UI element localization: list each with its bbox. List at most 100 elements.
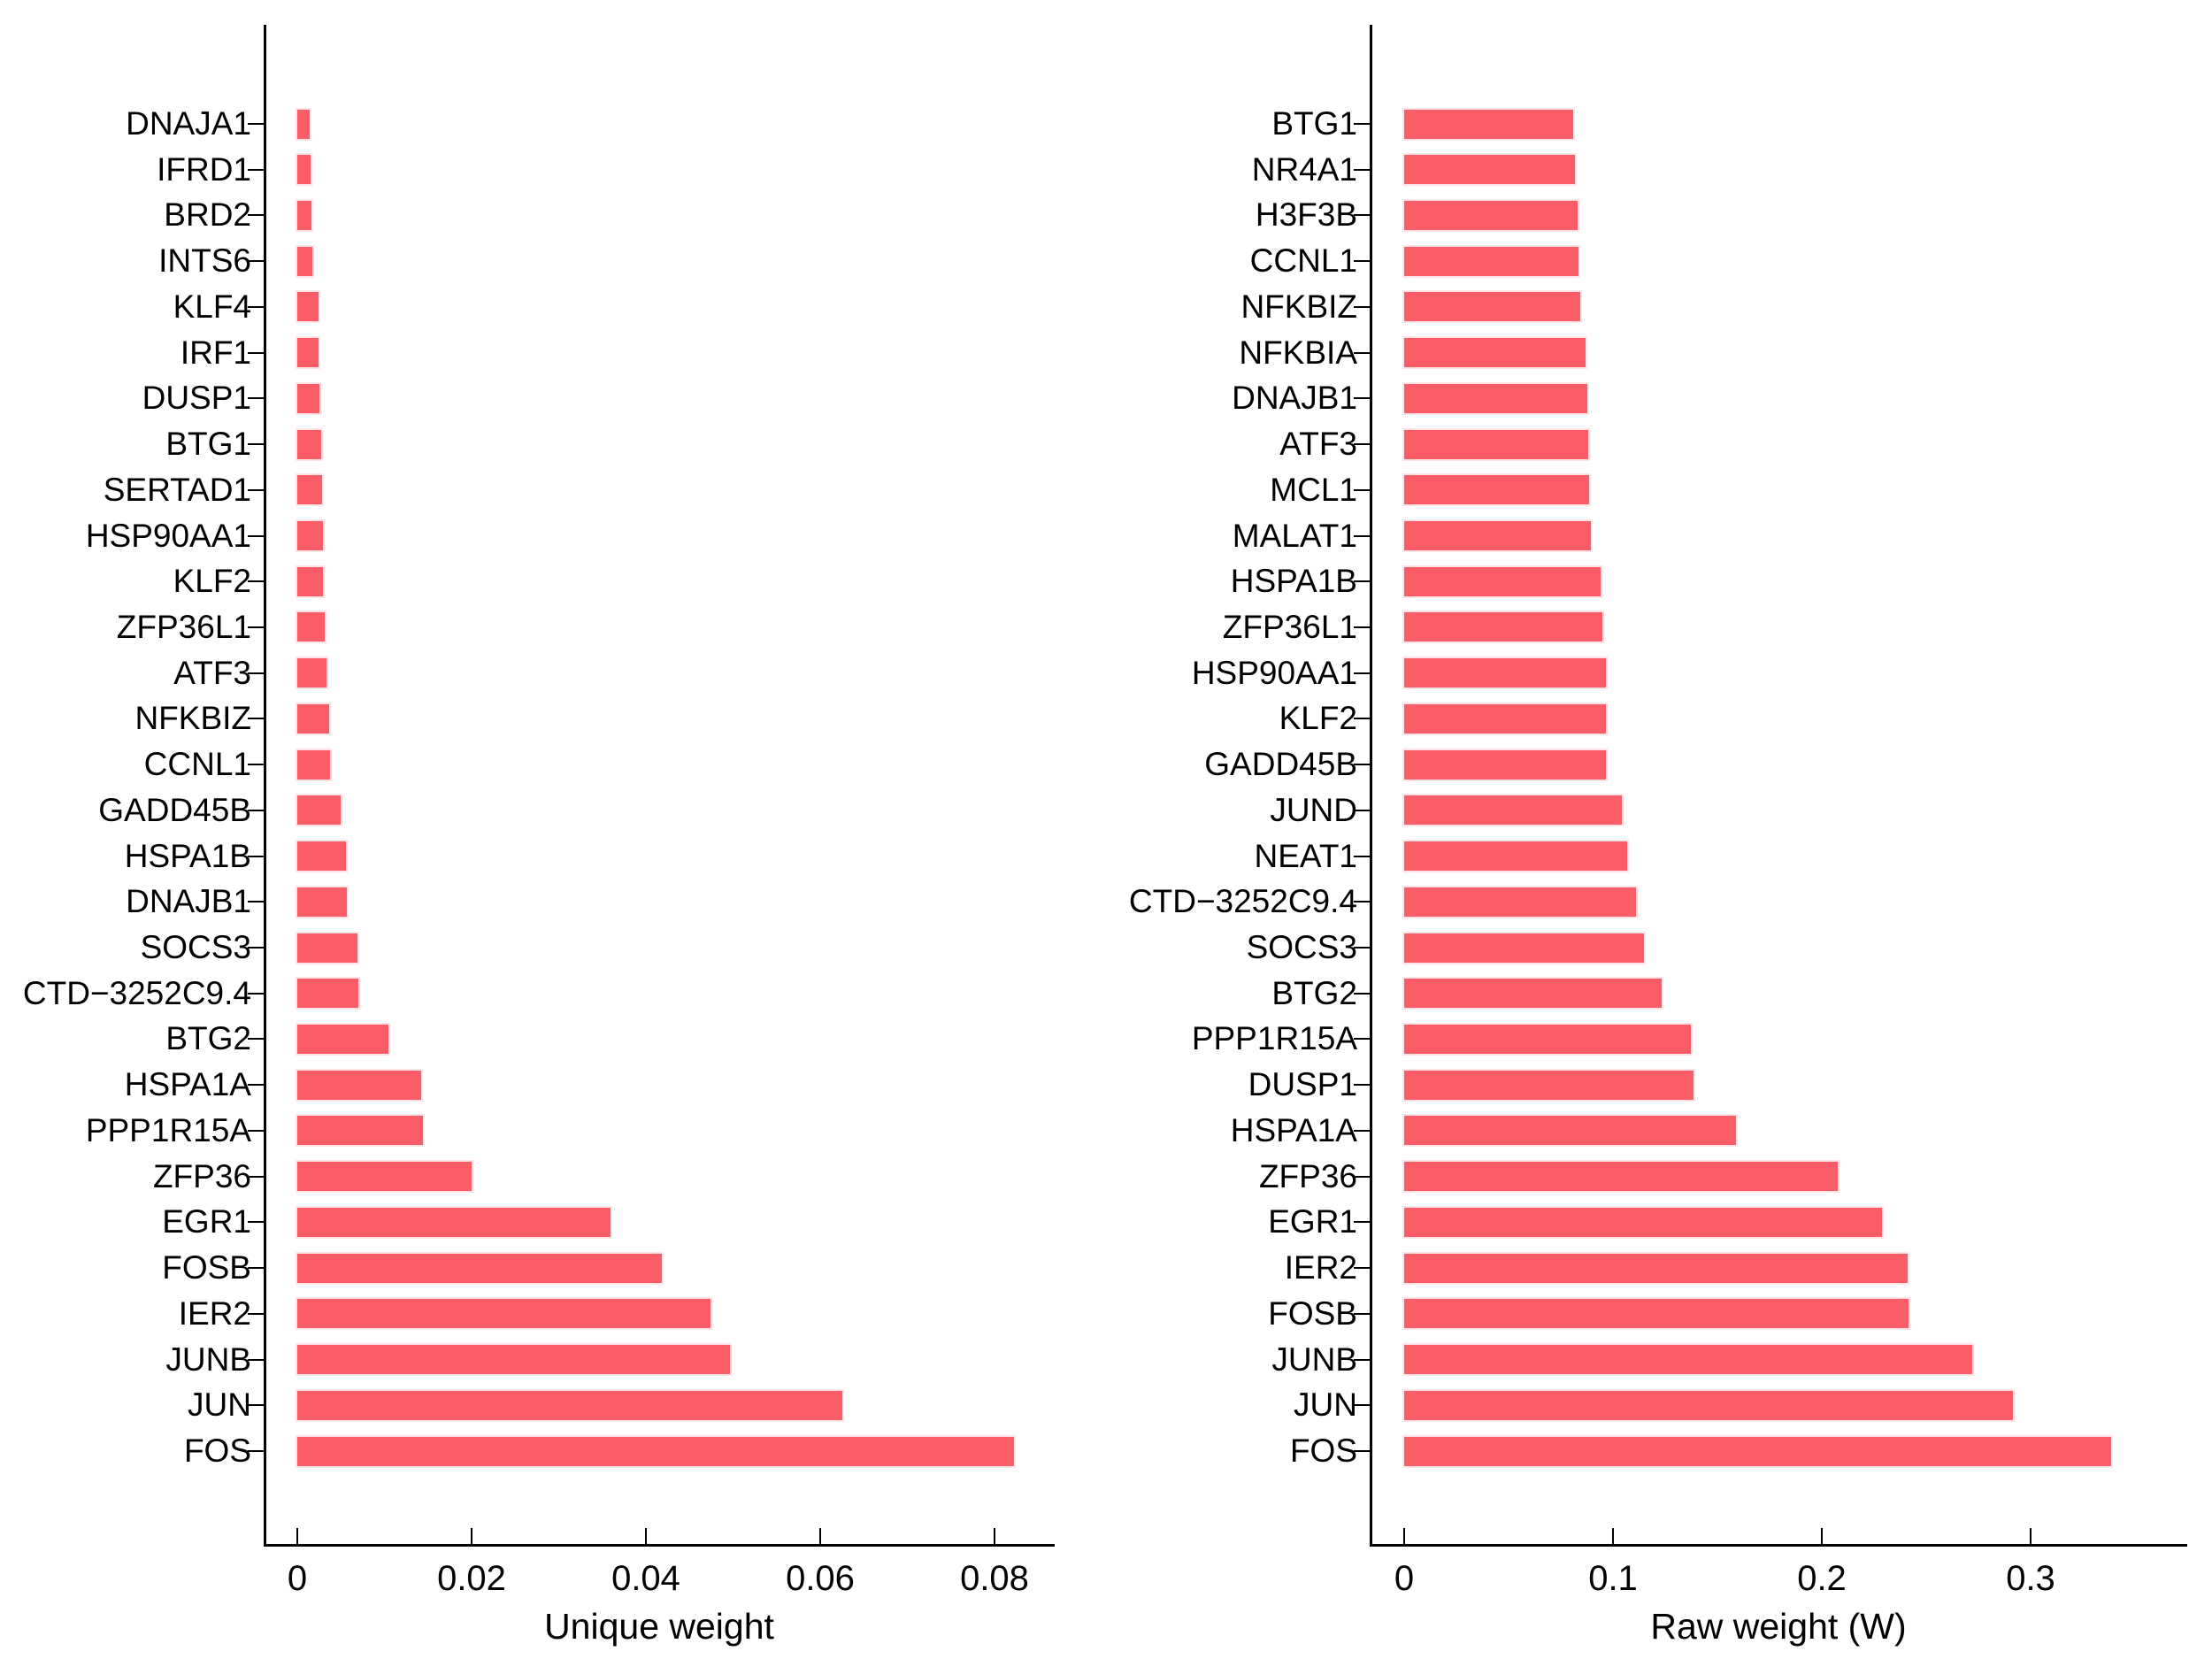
y-tick: [248, 992, 264, 995]
bar: [1404, 1162, 1838, 1192]
bar: [297, 1390, 842, 1420]
gene-label: BTG1: [165, 426, 251, 463]
y-tick: [1354, 168, 1370, 171]
y-tick: [1354, 580, 1370, 583]
gene-label: GADD45B: [1204, 746, 1357, 783]
y-tick: [1354, 1312, 1370, 1315]
bar: [1404, 1253, 1909, 1283]
gene-label: CCNL1: [143, 746, 251, 783]
gene-label: HSP90AA1: [85, 517, 251, 554]
x-tick-label: 0.3: [2006, 1559, 2055, 1598]
y-tick: [1354, 351, 1370, 354]
gene-label: INTS6: [158, 242, 251, 280]
gene-label: DNAJB1: [1232, 380, 1357, 417]
y-tick: [248, 1267, 264, 1270]
y-tick: [1354, 534, 1370, 537]
x-tick-label: 0.2: [1797, 1559, 1847, 1598]
bar: [1404, 1436, 2112, 1466]
gene-label: FOS: [1289, 1432, 1357, 1469]
bar: [1404, 200, 1578, 230]
y-tick: [248, 1450, 264, 1452]
y-tick: [1354, 214, 1370, 217]
y-tick: [1354, 443, 1370, 446]
y-tick: [248, 901, 264, 903]
bar: [297, 246, 312, 276]
bar: [1404, 521, 1592, 551]
bar: [297, 1116, 423, 1146]
gene-label: ATF3: [173, 654, 251, 691]
bar: [297, 1024, 389, 1054]
gene-label: H3F3B: [1255, 196, 1357, 234]
gene-label: NR4A1: [1251, 150, 1357, 188]
y-tick: [248, 123, 264, 125]
y-tick: [248, 534, 264, 537]
y-tick: [248, 168, 264, 171]
bar: [297, 933, 357, 963]
gene-label: IFRD1: [157, 150, 251, 188]
y-tick: [248, 1175, 264, 1178]
y-tick: [248, 1038, 264, 1041]
gene-label: KLF2: [173, 563, 251, 600]
bar: [1404, 795, 1622, 826]
bar: [1404, 338, 1586, 368]
y-tick: [1354, 626, 1370, 628]
bar: [1404, 109, 1573, 139]
y-tick: [248, 718, 264, 720]
y-tick: [1354, 718, 1370, 720]
bar: [1404, 155, 1576, 185]
x-tick: [645, 1528, 647, 1544]
x-tick: [819, 1528, 821, 1544]
gene-label: CTD−3252C9.4: [1128, 883, 1357, 920]
bar: [297, 703, 330, 733]
gene-label: CTD−3252C9.4: [22, 974, 251, 1011]
gene-label: NFKBIA: [1239, 334, 1357, 371]
gene-label: NFKBIZ: [134, 700, 251, 737]
gene-label: NFKBIZ: [1240, 288, 1357, 325]
y-tick: [248, 260, 264, 263]
x-tick: [1821, 1528, 1823, 1544]
bar: [297, 566, 323, 596]
bar: [297, 338, 319, 368]
gene-label: ZFP36L1: [1222, 608, 1357, 645]
y-tick: [1354, 992, 1370, 995]
bar: [297, 1070, 421, 1100]
bar: [297, 521, 323, 551]
y-tick: [248, 305, 264, 308]
gene-label: SOCS3: [140, 929, 251, 966]
y-tick: [248, 1312, 264, 1315]
gene-label: BTG2: [165, 1020, 251, 1057]
gene-label: HSPA1B: [124, 837, 251, 874]
y-tick: [1354, 901, 1370, 903]
gene-label: ATF3: [1279, 426, 1357, 463]
y-axis-line: [264, 25, 266, 1547]
gene-label: SERTAD1: [103, 471, 251, 508]
gene-label: EGR1: [1268, 1203, 1357, 1240]
x-tick: [1612, 1528, 1614, 1544]
bar: [297, 749, 331, 780]
x-tick-label: 0.1: [1588, 1559, 1638, 1598]
y-tick: [248, 947, 264, 949]
gene-label: HSPA1A: [1230, 1111, 1357, 1148]
y-tick: [1354, 1084, 1370, 1087]
gene-label: HSP90AA1: [1191, 654, 1357, 691]
y-tick: [248, 626, 264, 628]
gene-label: IRF1: [180, 334, 251, 371]
gene-label: MCL1: [1270, 471, 1357, 508]
x-axis-title: Unique weight: [544, 1606, 774, 1647]
gene-label: SOCS3: [1246, 929, 1357, 966]
bar: [297, 841, 347, 872]
x-axis-line: [1370, 1544, 2187, 1547]
y-tick: [248, 1129, 264, 1132]
bar: [297, 1162, 472, 1192]
gene-label: ZFP36: [1258, 1157, 1357, 1194]
y-tick: [1354, 672, 1370, 674]
x-tick-label: 0.04: [611, 1559, 680, 1598]
gene-label: GADD45B: [98, 791, 251, 828]
y-tick: [1354, 809, 1370, 811]
bar: [297, 1253, 662, 1283]
gene-label: ZFP36L1: [116, 608, 251, 645]
gene-label: KLF4: [173, 288, 251, 325]
gene-label: CCNL1: [1249, 242, 1357, 280]
bar: [1404, 1024, 1692, 1054]
